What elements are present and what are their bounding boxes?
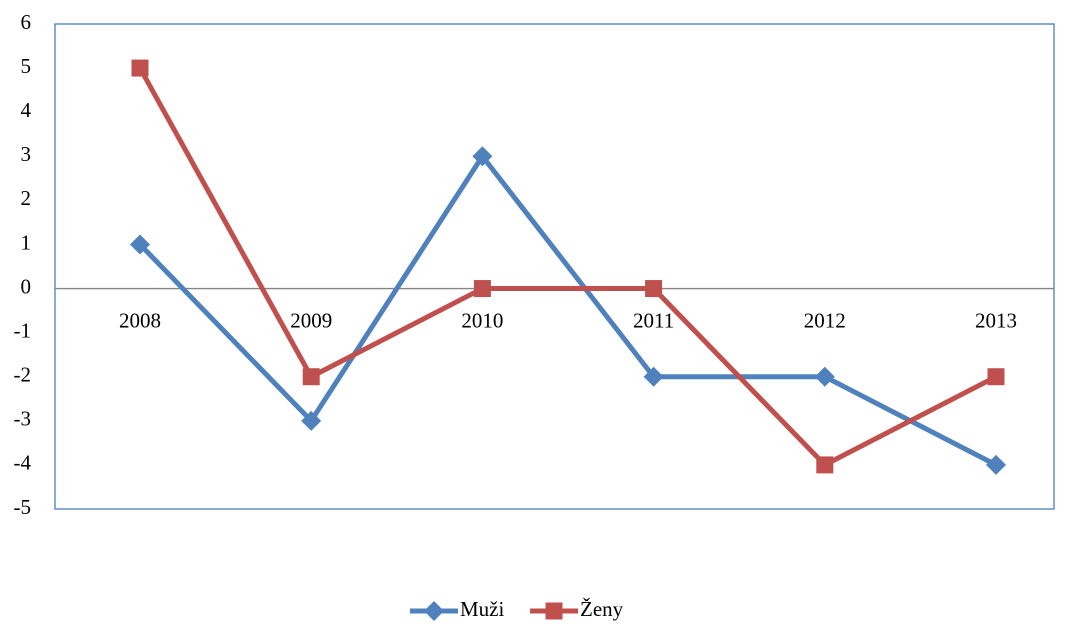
marker — [816, 456, 834, 474]
y-tick-label: 1 — [21, 230, 32, 254]
marker — [643, 366, 664, 387]
x-tick-label: 2008 — [119, 308, 161, 332]
marker — [645, 280, 663, 298]
series-line — [137, 66, 998, 468]
legend-marker — [424, 601, 444, 621]
y-tick-label: 0 — [21, 274, 32, 298]
marker — [987, 368, 1005, 386]
x-tick-label: 2009 — [290, 308, 332, 332]
y-tick-label: 4 — [21, 98, 32, 122]
x-tick-label: 2013 — [975, 308, 1017, 332]
plot-area — [54, 23, 1055, 510]
marker — [473, 280, 491, 298]
marker — [302, 368, 320, 386]
y-tick-label: 6 — [21, 10, 32, 34]
y-tick-label: -5 — [14, 495, 32, 519]
marker — [814, 366, 835, 387]
x-tick-label: 2011 — [633, 308, 674, 332]
y-tick-label: -2 — [14, 363, 32, 387]
y-tick-label: 3 — [21, 142, 32, 166]
x-tick-label: 2012 — [804, 308, 846, 332]
legend-marker — [545, 602, 563, 620]
marker — [130, 234, 150, 255]
legend-label: Muži — [460, 597, 504, 621]
y-tick-label: -3 — [14, 407, 32, 431]
y-tick-label: -1 — [14, 318, 32, 342]
x-tick-label: 2010 — [461, 308, 503, 332]
series-line — [138, 153, 998, 468]
marker — [131, 59, 149, 77]
y-tick-label: 2 — [21, 186, 32, 210]
y-tick-label: -4 — [14, 451, 32, 475]
marker — [986, 454, 1006, 475]
marker — [301, 410, 322, 431]
marker — [472, 146, 493, 167]
legend-label: Ženy — [580, 597, 624, 621]
y-tick-label: 5 — [21, 54, 32, 78]
